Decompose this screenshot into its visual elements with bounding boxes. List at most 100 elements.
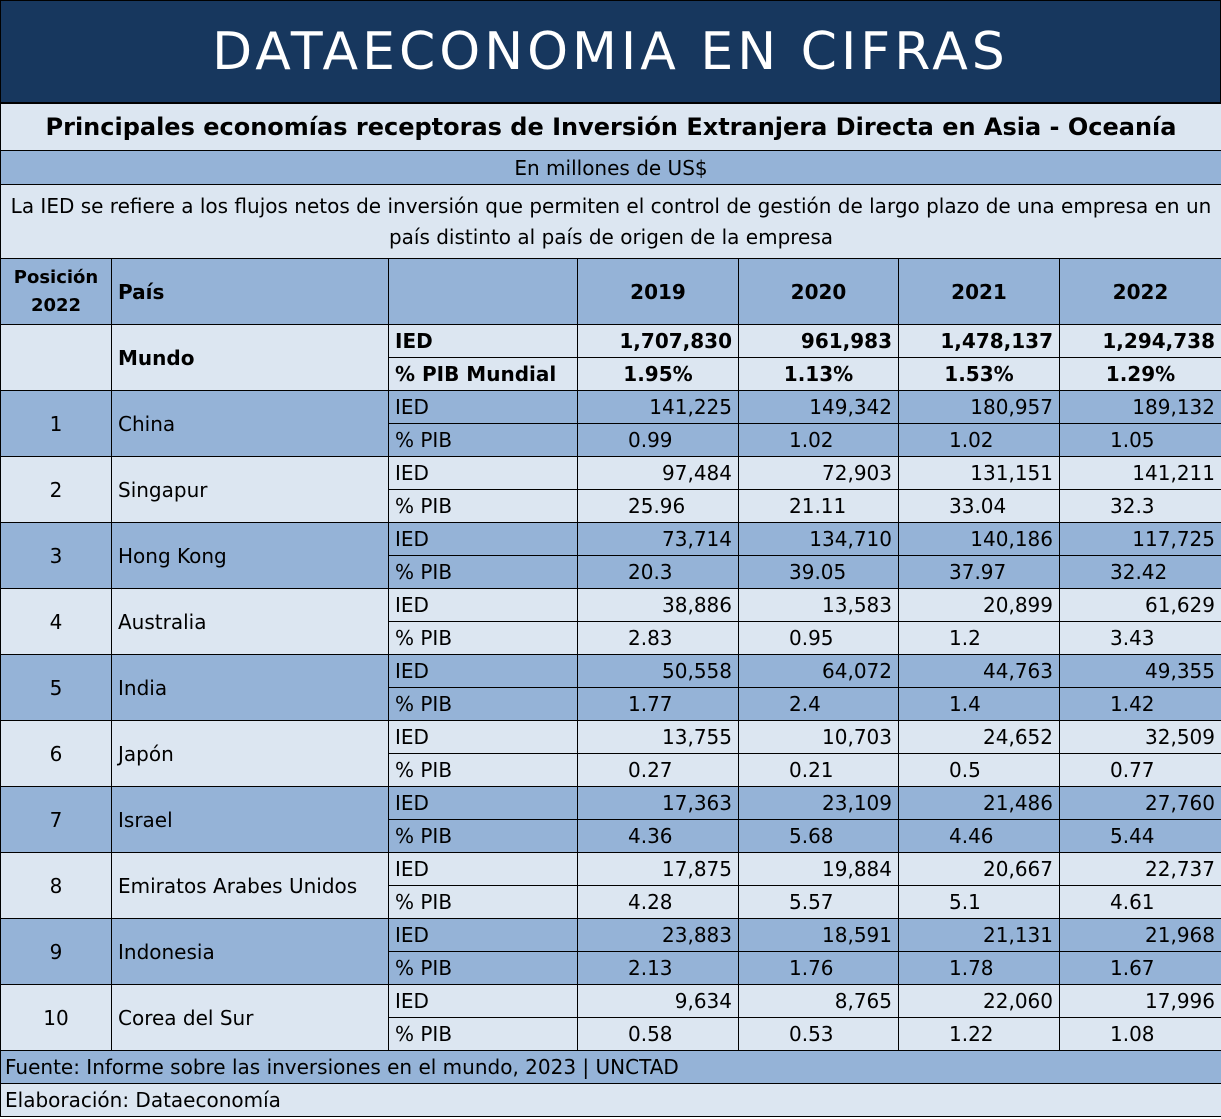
country-ied-row: 6 Japón IED 13,755 10,703 24,652 32,509 (0, 720, 1221, 787)
ied-value: 23,883 (577, 918, 739, 952)
pib-value: 20.3 (577, 555, 739, 589)
metric-label: % PIB (388, 687, 578, 721)
pib-value: 0.95 (738, 621, 899, 655)
country-ied-row: 8 Emiratos Arabes Unidos IED 17,875 19,884 20… (0, 852, 1221, 919)
description: La IED se refiere a los flujos netos de … (0, 184, 1221, 259)
ied-value: 141,211 (1059, 456, 1221, 490)
position-cell: 3 (0, 522, 112, 589)
metric-header (388, 258, 578, 325)
ied-value: 73,714 (577, 522, 739, 556)
ied-value: 72,903 (738, 456, 899, 490)
world-ied-row: Mundo IED 1,707,830 961,983 1,478,137 1,… (0, 324, 1221, 391)
pib-value: 25.96 (577, 489, 739, 523)
source-note: Fuente: Informe sobre las inversiones en… (0, 1050, 1221, 1084)
ied-value: 24,652 (898, 720, 1060, 754)
ied-value: 20,899 (898, 588, 1060, 622)
pib-value: 32.42 (1059, 555, 1221, 589)
pib-value: 1.78 (898, 951, 1060, 985)
pib-value: 39.05 (738, 555, 899, 589)
ied-value: 149,342 (738, 390, 899, 424)
pib-value: 1.2 (898, 621, 1060, 655)
pib-value: 4.61 (1059, 885, 1221, 919)
country-pib-row: % PIB 2.13 1.76 1.78 1.67 (1, 951, 1221, 985)
ied-value: 27,760 (1059, 786, 1221, 820)
pib-value: 5.1 (898, 885, 1060, 919)
pib-value: 1.77 (577, 687, 739, 721)
country-name: China (111, 390, 389, 457)
pib-value: 1.67 (1059, 951, 1221, 985)
metric-label: IED (388, 522, 578, 556)
pib-value: 1.02 (738, 423, 899, 457)
pib-value: 1.76 (738, 951, 899, 985)
world-pib-row: % PIB Mundial 1.95% 1.13% 1.53% 1.29% (1, 357, 1221, 391)
pib-value: 4.28 (577, 885, 739, 919)
world-ied-value: 961,983 (738, 324, 899, 358)
metric-label: IED (388, 390, 578, 424)
pib-value: 37.97 (898, 555, 1060, 589)
pib-value: 0.77 (1059, 753, 1221, 787)
position-cell: 1 (0, 390, 112, 457)
country-pib-row: % PIB 0.58 0.53 1.22 1.08 (1, 1017, 1221, 1051)
pib-value: 1.22 (898, 1017, 1060, 1051)
ied-value: 20,667 (898, 852, 1060, 886)
world-name: Mundo (111, 324, 389, 391)
ied-value: 38,886 (577, 588, 739, 622)
country-pib-row: % PIB 2.83 0.95 1.2 3.43 (1, 621, 1221, 655)
metric-label: IED (388, 786, 578, 820)
year-header: 2020 (738, 258, 899, 325)
banner-title: DATAECONOMIA EN CIFRAS (0, 0, 1221, 103)
ied-value: 61,629 (1059, 588, 1221, 622)
country-name: Emiratos Arabes Unidos (111, 852, 389, 919)
ied-value: 21,968 (1059, 918, 1221, 952)
country-pib-row: % PIB 0.99 1.02 1.02 1.05 (1, 423, 1221, 457)
ied-value: 17,996 (1059, 984, 1221, 1018)
pib-value: 2.83 (577, 621, 739, 655)
country-header: País (111, 258, 389, 325)
country-ied-row: 9 Indonesia IED 23,883 18,591 21,131 21,968 (0, 918, 1221, 985)
world-ied-value: 1,478,137 (898, 324, 1060, 358)
ied-value: 21,486 (898, 786, 1060, 820)
pib-value: 1.4 (898, 687, 1060, 721)
metric-label: % PIB (388, 885, 578, 919)
pib-value: 4.46 (898, 819, 1060, 853)
world-pib-value: 1.53% (898, 357, 1060, 391)
ied-value: 131,151 (898, 456, 1060, 490)
pib-value: 32.3 (1059, 489, 1221, 523)
country-name: Australia (111, 588, 389, 655)
ied-value: 64,072 (738, 654, 899, 688)
table-title: Principales economías receptoras de Inve… (0, 103, 1221, 151)
pib-value: 0.58 (577, 1017, 739, 1051)
ied-value: 22,060 (898, 984, 1060, 1018)
country-ied-row: 5 India IED 50,558 64,072 44,763 49,355 (0, 654, 1221, 721)
metric-label: % PIB (388, 819, 578, 853)
world-pib-value: 1.13% (738, 357, 899, 391)
year-header: 2022 (1059, 258, 1221, 325)
ied-value: 19,884 (738, 852, 899, 886)
country-ied-row: 3 Hong Kong IED 73,714 134,710 140,186 117,725 (0, 522, 1221, 589)
pib-value: 5.44 (1059, 819, 1221, 853)
position-cell: 10 (0, 984, 112, 1051)
ied-value: 8,765 (738, 984, 899, 1018)
ied-value: 22,737 (1059, 852, 1221, 886)
world-ied-value: 1,707,830 (577, 324, 739, 358)
pib-value: 0.27 (577, 753, 739, 787)
metric-label: IED (388, 588, 578, 622)
ied-value: 141,225 (577, 390, 739, 424)
position-cell: 6 (0, 720, 112, 787)
year-header: 2019 (577, 258, 739, 325)
pib-value: 5.68 (738, 819, 899, 853)
ied-value: 117,725 (1059, 522, 1221, 556)
country-name: India (111, 654, 389, 721)
world-position (0, 324, 112, 391)
pib-value: 2.13 (577, 951, 739, 985)
country-name: Indonesia (111, 918, 389, 985)
ied-value: 50,558 (577, 654, 739, 688)
pib-value: 3.43 (1059, 621, 1221, 655)
position-header-line2: 2022 (30, 294, 82, 316)
ied-value: 13,583 (738, 588, 899, 622)
country-ied-row: 10 Corea del Sur IED 9,634 8,765 22,060 17,996 (0, 984, 1221, 1051)
ied-value: 32,509 (1059, 720, 1221, 754)
metric-label: IED (388, 918, 578, 952)
world-pib-value: 1.29% (1059, 357, 1221, 391)
pib-value: 5.57 (738, 885, 899, 919)
